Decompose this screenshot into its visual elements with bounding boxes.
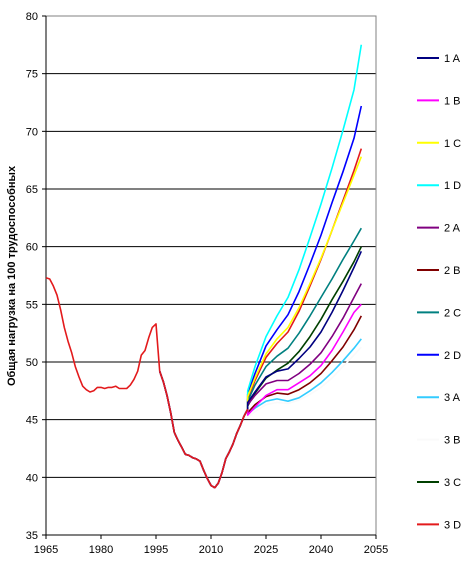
x-axis-ticks: 1965 1980 1995 2010 2025 2040 2055	[34, 535, 388, 556]
x-tick-label: 1965	[34, 544, 58, 556]
x-tick-label: 2040	[309, 544, 333, 556]
legend-label: 2 C	[444, 307, 461, 319]
x-tick-label: 1980	[89, 544, 113, 556]
y-tick-label: 45	[26, 415, 38, 427]
legend-label: 2 D	[444, 350, 461, 362]
series-line-base-period	[158, 370, 249, 489]
legend-label: 1 D	[444, 180, 461, 192]
legend-label: 3 D	[444, 519, 461, 531]
y-tick-label: 65	[26, 184, 38, 196]
y-tick-label: 55	[26, 299, 38, 311]
legend-label: 2 B	[444, 265, 461, 277]
legend-label: 3 A	[444, 392, 461, 404]
series-line-2d	[158, 105, 363, 489]
legend-label: 1 A	[444, 53, 461, 65]
x-tick-label: 2055	[364, 544, 388, 556]
legend-label: 2 A	[444, 223, 461, 235]
series-line-history	[45, 277, 161, 393]
y-tick-label: 35	[26, 530, 38, 542]
legend-label: 1 C	[444, 138, 461, 150]
series-line-3d	[158, 148, 363, 489]
legend-label: 3 C	[444, 477, 461, 489]
y-tick-label: 80	[26, 11, 38, 23]
y-tick-label: 50	[26, 357, 38, 369]
y-axis-ticks: 35 40 45 50 55 60 65 70 75 80	[26, 11, 46, 542]
series-line-1b	[158, 303, 362, 489]
x-tick-label: 1995	[144, 544, 168, 556]
series-lines	[45, 44, 363, 489]
y-tick-label: 70	[26, 126, 38, 138]
series-line-1d	[158, 44, 363, 489]
x-tick-label: 2010	[199, 544, 223, 556]
y-tick-label: 60	[26, 242, 38, 254]
legend: 1 A 1 B 1 C 1 D 2 A 2 B 2 C 2 D 3 A 3 B 3 C 3 D	[417, 53, 461, 531]
y-tick-label: 75	[26, 69, 38, 81]
legend-label: 3 B	[444, 435, 461, 447]
legend-label: 1 B	[444, 95, 461, 107]
plot-area-frame	[45, 15, 377, 536]
y-axis-label: Общая нагрузка на 100 трудоспособных	[6, 165, 18, 386]
x-tick-label: 2025	[254, 544, 278, 556]
y-tick-label: 40	[26, 472, 38, 484]
